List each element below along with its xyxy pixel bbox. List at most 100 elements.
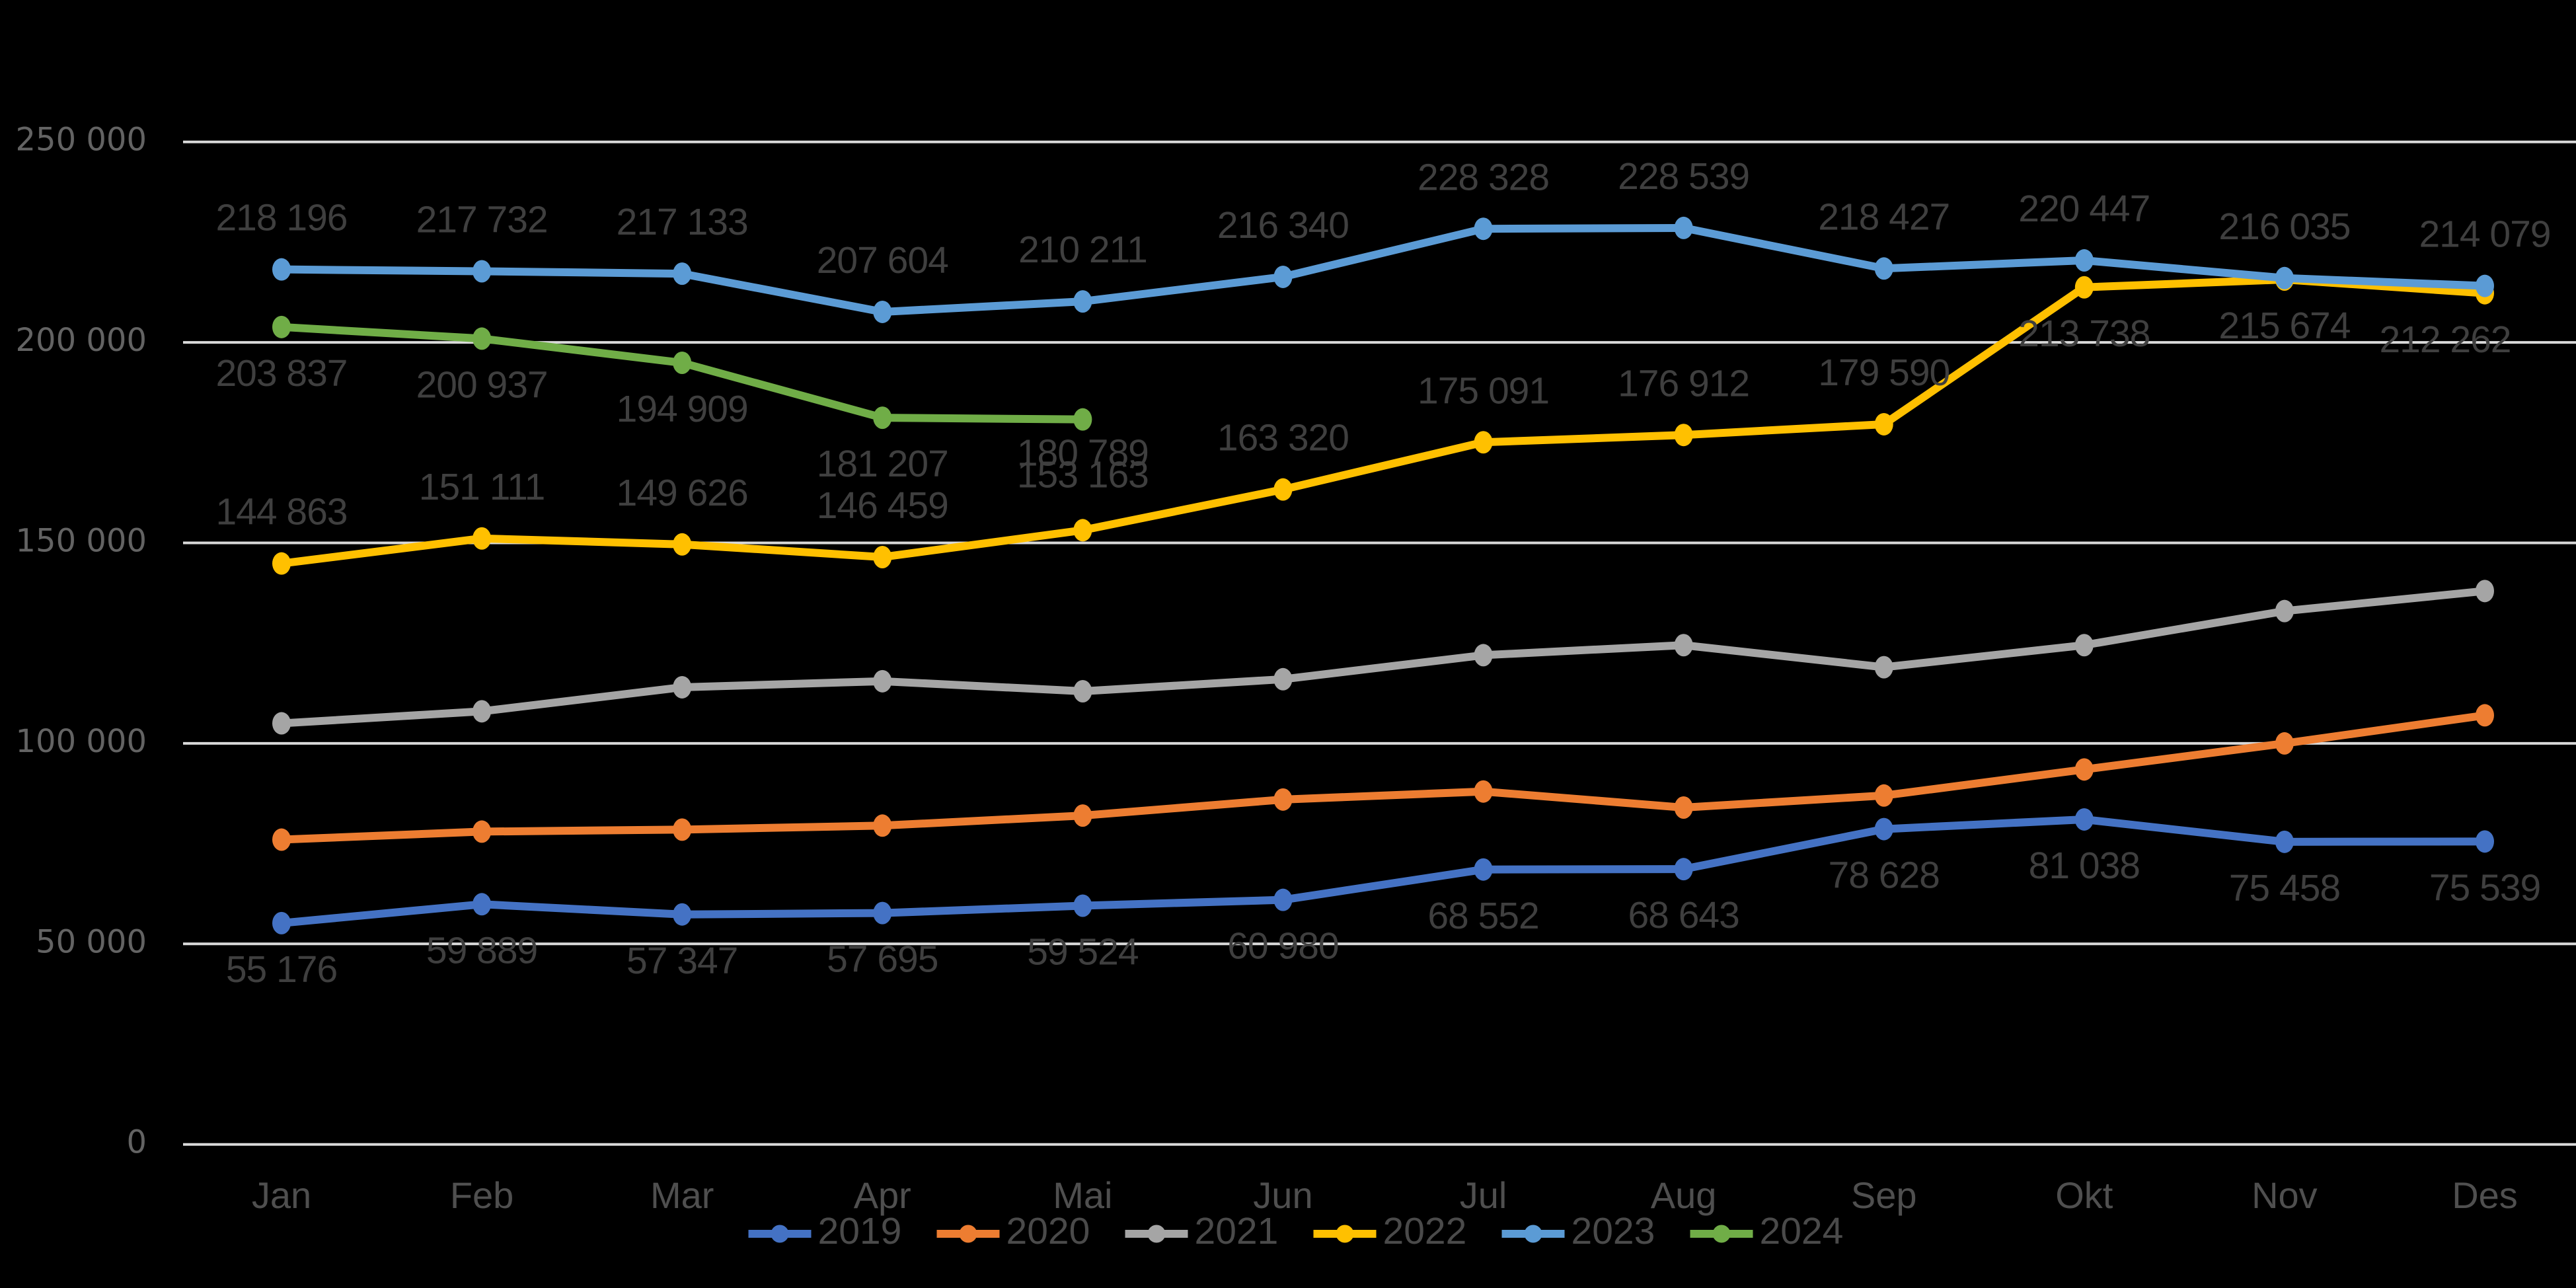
data-point-2024-mai: [1073, 408, 1092, 431]
data-point-2020-okt: [2074, 758, 2094, 781]
y-axis-tick-label: 100 000: [16, 723, 147, 760]
data-label-2022-jan: 144 863: [215, 491, 347, 533]
data-point-2022-aug: [1674, 424, 1693, 447]
legend-item-2021: 2021: [1125, 1210, 1278, 1252]
y-axis-tick-label: 250 000: [16, 122, 147, 159]
data-point-2023-nov: [2275, 266, 2294, 289]
data-point-2020-aug: [1674, 796, 1693, 819]
data-point-2021-okt: [2074, 634, 2094, 657]
x-axis-label-des: Des: [2452, 1174, 2518, 1216]
data-label-2019-jan: 55 176: [226, 948, 337, 991]
x-axis-label-apr: Apr: [854, 1174, 911, 1216]
data-point-2021-des: [2475, 580, 2494, 603]
data-point-2020-mar: [673, 818, 692, 841]
data-label-2023-mai: 210 211: [1018, 229, 1147, 271]
data-label-2024-jan: 203 837: [215, 352, 347, 395]
data-label-2022-jun: 163 320: [1217, 417, 1349, 459]
legend-label-2022: 2022: [1383, 1210, 1467, 1252]
legend-label-2023: 2023: [1572, 1210, 1655, 1252]
y-axis-tick-label: 200 000: [16, 322, 147, 359]
data-point-2022-mar: [673, 533, 692, 556]
data-label-2023-des: 214 079: [2419, 213, 2550, 256]
data-point-2020-apr: [873, 814, 892, 837]
legend-marker-icon: [1524, 1225, 1542, 1243]
data-point-2022-okt: [2074, 276, 2094, 299]
data-point-2022-sep: [1874, 412, 1893, 436]
data-point-2024-feb: [473, 327, 492, 350]
data-point-2023-mar: [673, 262, 692, 285]
legend-item-2022: 2022: [1313, 1210, 1467, 1252]
data-point-2021-mai: [1073, 680, 1092, 703]
x-axis-label-feb: Feb: [450, 1174, 514, 1216]
data-point-2020-sep: [1874, 784, 1893, 807]
data-label-2023-apr: 207 604: [817, 239, 948, 282]
series-line-2022: [278, 275, 2489, 568]
data-label-2024-apr: 181 207: [817, 443, 948, 485]
legend-marker-icon: [1147, 1225, 1166, 1243]
data-point-2021-aug: [1674, 634, 1693, 657]
data-label-2019-aug: 68 643: [1628, 894, 1739, 936]
data-point-2020-mai: [1073, 804, 1092, 827]
x-axis-label-sep: Sep: [1851, 1174, 1917, 1216]
data-point-2024-apr: [873, 406, 892, 430]
data-point-2021-jan: [272, 712, 291, 735]
legend-item-2020: 2020: [936, 1210, 1090, 1252]
data-point-2020-nov: [2275, 732, 2294, 755]
data-point-2019-jan: [272, 911, 291, 934]
data-label-2022-mar: 149 626: [617, 472, 748, 514]
data-label-2023-jun: 216 340: [1217, 204, 1349, 246]
data-point-2019-sep: [1874, 817, 1893, 841]
data-label-2019-jun: 60 980: [1227, 925, 1338, 967]
data-label-2023-feb: 217 732: [416, 199, 548, 241]
data-point-2019-feb: [473, 893, 492, 916]
series-line-2021: [278, 587, 2489, 728]
data-point-2023-jan: [272, 258, 291, 281]
data-label-2022-des: 212 262: [2379, 319, 2511, 361]
data-point-2023-mai: [1073, 290, 1092, 313]
data-label-2022-nov: 215 674: [2218, 305, 2350, 347]
data-point-2023-sep: [1874, 257, 1893, 280]
x-axis-label-nov: Nov: [2252, 1174, 2318, 1216]
data-point-2019-des: [2475, 830, 2494, 853]
data-label-2023-nov: 216 035: [2218, 206, 2350, 248]
data-point-2023-jun: [1273, 265, 1293, 288]
legend-item-2019: 2019: [748, 1210, 901, 1252]
data-label-2019-jul: 68 552: [1427, 895, 1538, 937]
data-label-2023-sep: 218 427: [1818, 196, 1950, 238]
data-point-2019-okt: [2074, 808, 2094, 831]
series-line-2023: [278, 223, 2489, 316]
data-point-2023-apr: [873, 300, 892, 323]
data-point-2020-des: [2475, 704, 2494, 727]
y-axis-tick-label: 50 000: [36, 923, 147, 960]
data-label-2019-feb: 59 889: [426, 929, 537, 971]
data-point-2019-mar: [673, 903, 692, 926]
data-label-2023-aug: 228 539: [1618, 155, 1749, 198]
x-axis-label-jan: Jan: [252, 1174, 311, 1216]
x-axis-label-okt: Okt: [2055, 1174, 2113, 1216]
data-label-2019-nov: 75 458: [2229, 867, 2340, 909]
data-label-2019-okt: 81 038: [2029, 845, 2140, 887]
y-axis-tick-label: 150 000: [16, 523, 147, 560]
data-point-2022-apr: [873, 545, 892, 568]
series-line-2020: [278, 711, 2489, 844]
data-point-2021-nov: [2275, 599, 2294, 623]
data-label-2019-sep: 78 628: [1829, 854, 1940, 897]
data-label-2022-okt: 213 738: [2018, 313, 2150, 355]
series-line-2019: [278, 815, 2489, 927]
x-axis-label-mai: Mai: [1053, 1174, 1112, 1216]
legend-marker-icon: [959, 1225, 977, 1243]
data-label-2019-mar: 57 347: [626, 940, 738, 982]
legend-marker-icon: [1712, 1225, 1731, 1243]
data-label-2022-aug: 176 912: [1618, 362, 1749, 404]
data-point-2019-aug: [1674, 858, 1693, 881]
data-point-2023-jul: [1474, 217, 1493, 241]
data-point-2024-mar: [673, 351, 692, 374]
data-label-2023-mar: 217 133: [617, 201, 748, 243]
data-point-2019-apr: [873, 901, 892, 925]
data-point-2023-des: [2475, 274, 2494, 297]
data-point-2020-jun: [1273, 788, 1293, 811]
data-label-2024-feb: 200 937: [416, 363, 548, 406]
data-point-2020-jan: [272, 828, 291, 851]
data-label-2023-jan: 218 196: [215, 197, 347, 239]
